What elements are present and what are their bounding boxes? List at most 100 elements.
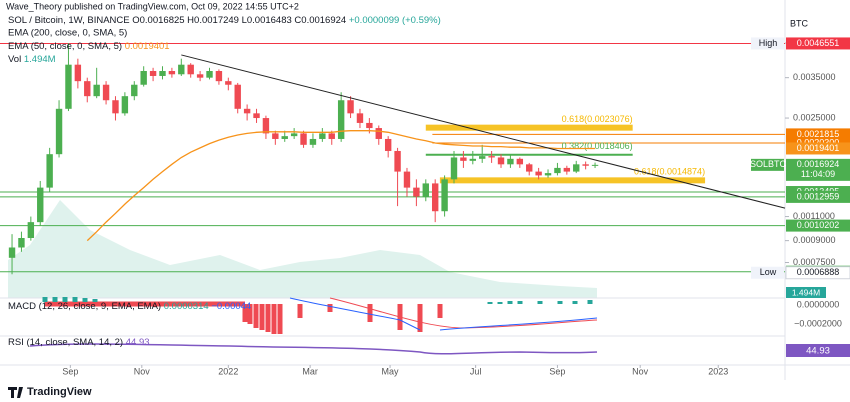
legend-line: SOL / Bitcoin, 1W, BINANCE O0.0016825 H0… — [8, 15, 441, 26]
ema50-value: 0.0019401 — [125, 41, 170, 52]
y-tick-label: 0.0025000 — [793, 112, 836, 122]
y-tick-label: 0.0009000 — [793, 235, 836, 245]
rsi-legend-value: 44.93 — [126, 337, 150, 348]
ohlc: O0.0016825 H0.0017249 L0.0016483 C0.0016… — [132, 15, 346, 26]
macd-histogram — [42, 297, 593, 304]
trendline — [181, 54, 786, 209]
x-tick-label: Sep — [549, 366, 565, 376]
level-value: 0.0019401 — [797, 143, 840, 153]
candle-body — [55, 108, 63, 155]
level-value: 0.0010202 — [797, 220, 840, 230]
vol-legend: Vol 1.494M — [8, 54, 56, 65]
candle-body — [507, 158, 514, 165]
candle-body — [243, 108, 251, 114]
level-value: 0.0020300 — [797, 137, 840, 147]
candle-body — [573, 164, 580, 172]
level-tag: Low — [760, 267, 777, 277]
x-tick-label: 2023 — [708, 366, 728, 376]
rsi-legend: RSI (14, close, SMA, 14, 2) 44.93 — [8, 337, 150, 348]
change: +0.0000099 (+0.59%) — [349, 15, 441, 26]
candle-body — [140, 71, 147, 85]
level-box — [786, 219, 850, 232]
ema50-legend: EMA (50, close, 0, SMA, 5) 0.0019401 — [8, 41, 170, 52]
candle-body — [225, 81, 232, 85]
fib-label: 0.618(0.0014874) — [634, 167, 705, 177]
volume-area — [8, 200, 597, 298]
level-value: 0.0012959 — [797, 191, 840, 201]
candle-body — [347, 100, 354, 114]
vol-name: Vol — [8, 54, 21, 65]
level-value: 0.0006888 — [797, 267, 840, 277]
candle-body — [516, 158, 524, 165]
candle-body — [403, 171, 411, 188]
rsi-line — [29, 343, 598, 355]
candle-body — [112, 100, 119, 114]
rsi-value: 44.93 — [806, 346, 830, 357]
candle-body — [37, 187, 44, 223]
candle-body — [356, 113, 364, 123]
brand: TradingView — [27, 386, 92, 398]
level-box — [786, 142, 850, 155]
fib-label: 0.618(0.0023076) — [562, 114, 633, 124]
y-tick-label: 0.0007500 — [793, 257, 836, 267]
candle-body — [441, 179, 448, 212]
x-tick-label: 2022 — [218, 366, 238, 376]
candle-body — [187, 64, 194, 75]
macd-line — [289, 297, 421, 331]
candle-body — [65, 64, 72, 109]
level-tag: SOLBTC — [750, 159, 787, 169]
level-value: 0.0046551 — [797, 38, 840, 48]
candle-body — [93, 84, 100, 97]
x-tick-label: Nov — [632, 366, 649, 376]
ema50-name: EMA (50, close, 0, SMA, 5) — [8, 41, 122, 52]
level-tag: High — [759, 38, 778, 48]
symbol: SOL / Bitcoin, 1W, BINANCE — [8, 15, 130, 26]
macd-tick-label: −0.0002000 — [794, 318, 842, 328]
candle-body — [460, 157, 467, 161]
candle-body — [488, 156, 495, 158]
candle-body — [8, 247, 16, 258]
candle-body — [300, 133, 307, 145]
candle-body — [375, 128, 382, 139]
candle-body — [582, 164, 589, 166]
candle-body — [131, 84, 138, 97]
x-tick-label: Sep — [62, 366, 78, 376]
candle-body — [497, 157, 505, 165]
candle-body — [149, 71, 157, 76]
vol-value-box — [786, 287, 826, 298]
macd-tick-label: 0.0000000 — [797, 299, 840, 309]
candle-body — [309, 138, 317, 145]
candle-body — [46, 154, 53, 188]
candle-body — [102, 84, 110, 101]
brand-logo — [8, 387, 23, 398]
macd-histogram — [45, 301, 443, 334]
candle-body — [479, 156, 486, 159]
candle-body — [262, 118, 270, 134]
candle-body — [74, 64, 82, 82]
candle-body — [591, 164, 599, 166]
candle-body — [18, 238, 25, 248]
level-box — [785, 266, 850, 280]
candle-body — [290, 133, 298, 137]
x-tick-label: Jul — [470, 366, 482, 376]
candle-body — [253, 113, 260, 119]
macd-signal: −0.00044 — [211, 301, 251, 312]
candle-body — [413, 187, 420, 197]
candle-body — [121, 96, 129, 114]
y-tick-label: 0.0011000 — [793, 211, 835, 221]
candle-body — [535, 171, 542, 176]
x-tick-label: May — [382, 366, 400, 376]
candle-body — [215, 71, 223, 82]
candle-body — [554, 167, 561, 174]
plot: 0.00467000.00350000.00250000.00110000.00… — [0, 37, 850, 376]
rsi-value-box — [786, 344, 850, 357]
candle-body — [234, 84, 241, 109]
publisher: Wave_Theory published on TradingView.com… — [6, 1, 299, 11]
candle-body — [27, 222, 35, 239]
level-tag-box — [751, 158, 784, 171]
candle-body — [328, 133, 335, 139]
candle-body — [544, 173, 552, 176]
ema-line — [86, 130, 596, 242]
